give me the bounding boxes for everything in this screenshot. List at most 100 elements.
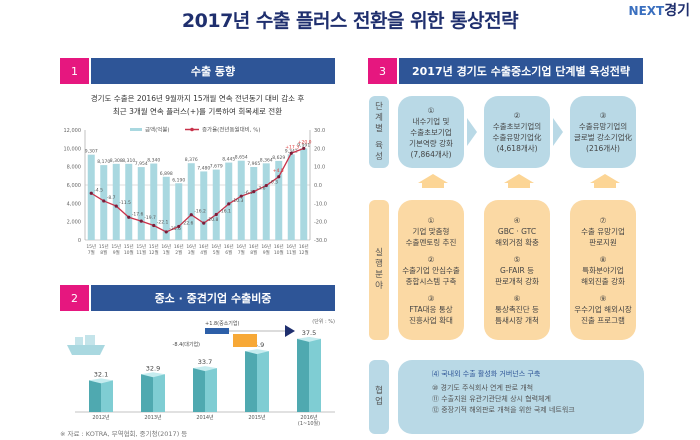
x-tick-label-year: 15년: [124, 243, 134, 250]
action-text: FTA대응 통상: [409, 304, 453, 314]
action-number: ②: [427, 254, 435, 264]
bar-left-face: [245, 351, 257, 412]
x-tick-label-month: 7월: [88, 249, 95, 256]
bar-value-label: 7,480: [197, 165, 210, 171]
bar-value-label: 8,310: [122, 158, 135, 164]
stage-number: ②: [513, 111, 521, 120]
right-tick-label: -30.0: [314, 238, 327, 244]
x-tick-label-year: 16년: [261, 243, 271, 250]
collab-item: ⑩ 경기도 주식회사 연계 판로 개척: [432, 384, 534, 392]
row-label-char: 계: [375, 112, 383, 123]
bar-value-label: 8,170: [97, 159, 110, 165]
growth-value-label: -25.6: [169, 226, 181, 232]
stage-text: (216개사): [586, 144, 620, 153]
bar-value-label: 8,308: [110, 158, 123, 164]
bar: [175, 183, 183, 240]
bar: [300, 148, 308, 240]
growth-point: [214, 212, 218, 217]
stage-text: 수출초보기업: [410, 127, 452, 137]
subtitle-line1: 경기도 수출은 2016년 9월까지 15개월 연속 전년동기 대비 감소 후: [90, 94, 305, 103]
stage-text: 수출초보기업의: [492, 122, 542, 131]
collab-heading: ⑷ 국내외 수출 활성화 거버넌스 구축: [432, 370, 541, 378]
x-tick-label-month: 9월: [113, 249, 120, 256]
action-box-2: ④ GBC · GTC 해외거점 확충 ⑤ G-FAIR 등 판로개척 강화 ⑥ 통상촉진…: [484, 200, 550, 340]
x-tick-label-year: 16년: [299, 243, 309, 250]
growth-point: [164, 230, 168, 234]
action-number: ⑨: [599, 293, 607, 303]
ship-container: [75, 337, 83, 345]
growth-value-label: -20.8: [207, 217, 219, 223]
bar-value-label: 6,898: [160, 171, 173, 177]
bar: [162, 176, 170, 240]
action-text: 수출 유망기업: [581, 226, 625, 236]
row-label-char: 실: [375, 248, 383, 258]
stage-number: ③: [599, 111, 607, 120]
bar-top-face: [193, 366, 217, 372]
unit-label: (단위 : %): [312, 318, 335, 325]
left-tick-label: 2,000: [67, 220, 81, 226]
stage-text: (4,618개사): [496, 144, 538, 153]
growth-point: [227, 202, 231, 206]
action-text: 우수기업 해외시장: [574, 304, 632, 314]
bar: [225, 162, 233, 240]
ship-icon: [67, 335, 105, 355]
row-label-char: 분: [375, 270, 383, 280]
x-tick-label-year: 15년: [86, 243, 96, 250]
action-text: 판로개척 강화: [495, 276, 539, 286]
action-text: 수출멘토링 추진: [405, 237, 457, 247]
growth-point: [89, 191, 93, 195]
x-tick-label-year: 16년: [161, 243, 171, 250]
action-text: 통상촉진단 등: [495, 304, 539, 314]
growth-point: [152, 223, 156, 228]
bar-value-label: 6,190: [172, 177, 185, 183]
section2-header: 2 중소 · 중견기업 수출비중: [60, 285, 335, 311]
section1-number: 1: [60, 58, 91, 84]
x-tick-label-year: 15년: [111, 243, 121, 250]
bar-right-face: [205, 368, 217, 412]
bar-value-label: 7,965: [247, 161, 260, 167]
x-tick-label-month: 7월: [238, 249, 245, 256]
bar: [237, 160, 245, 240]
right-tick-label: 20.0: [314, 146, 325, 152]
bar: [100, 165, 108, 240]
action-text: 틈새시장 개척: [495, 315, 539, 325]
x-tick-label-month: 10월: [274, 249, 284, 256]
growth-point: [239, 194, 243, 198]
x-tick-label-year: 15년: [149, 243, 159, 250]
growth-value-label: -3.6: [257, 186, 266, 192]
bar-left-face: [89, 380, 101, 412]
x-tick-label-year: 15년: [99, 243, 109, 250]
growth-value-label: -19.7: [144, 215, 156, 221]
left-tick-label: 10,000: [64, 146, 82, 152]
action-text: 해외진출 강화: [581, 276, 625, 286]
subtitle-line2: 최근 3개월 연속 플러스(+)를 기록하여 회복세로 전환: [112, 107, 283, 116]
x-tick-label: 2012년: [92, 414, 110, 421]
row-label-char: 별: [375, 123, 383, 134]
action-box-1: ① 기업 맞춤형 수출멘토링 추진 ② 수출기업 안심수출 종합시스템 구축 ③ FTA대…: [398, 200, 464, 340]
left-tick-label: 4,000: [67, 201, 81, 207]
growth-point: [189, 213, 193, 217]
bar: [262, 163, 270, 240]
source-note: ※ 자료 : KOTRA, 무역협회, 중기청(2017) 등: [60, 430, 188, 438]
collab-item: ⑪ 수출지원 유관기관단체 상시 협력체계: [432, 395, 551, 403]
x-tick-label-month: 10월: [124, 249, 134, 256]
bar-value-label: 9,307: [85, 149, 98, 155]
growth-point: [252, 190, 256, 194]
bar: [200, 171, 208, 240]
x-tick-label-month: 1월: [163, 249, 170, 256]
section1-title: 수출 동향: [91, 58, 335, 84]
stage-text: 내수기업 및: [412, 116, 450, 126]
row-label-action: 실 행 분 야: [369, 200, 389, 340]
bar: [250, 166, 258, 240]
action-text: 특화분야기업: [582, 265, 624, 275]
x-tick-label-year: 16년: [274, 243, 284, 250]
bar-right-face: [153, 374, 165, 412]
bar: [212, 169, 220, 240]
growth-value-label: -16.1: [219, 209, 231, 215]
legend-label-bar: 금액(억불): [145, 126, 170, 134]
bar-value-label: 8,654: [235, 155, 248, 161]
bar: [137, 167, 145, 240]
growth-point: [302, 146, 306, 150]
left-tick-label: 6,000: [67, 183, 81, 189]
action-number: ④: [513, 215, 521, 225]
